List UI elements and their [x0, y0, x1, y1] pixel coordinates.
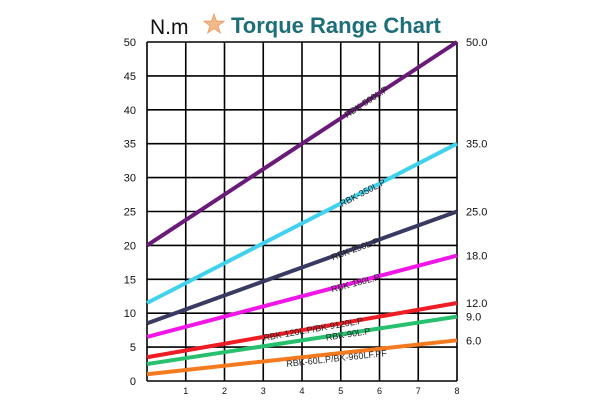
x-tick-label: 5: [338, 386, 343, 396]
series-line: [146, 253, 458, 339]
y-tick-label: 15: [124, 274, 136, 286]
x-tick-label: 7: [416, 386, 421, 396]
series-name-label: RBK-60L.P/BK-960LF.PF: [286, 348, 388, 369]
x-tick-label: 2: [222, 386, 227, 396]
x-tick-label: 1: [183, 386, 188, 396]
chart-title: Torque Range Chart: [231, 13, 442, 38]
y-tick-label: 25: [124, 207, 136, 219]
chart-series: [145, 40, 459, 377]
series-name-label: RBK-250L.P: [330, 236, 380, 262]
series-line: [146, 141, 458, 305]
series-end-label: 25.0: [466, 207, 487, 219]
y-tick-label: 35: [124, 139, 136, 151]
series-name-label: RBK-500L.P: [343, 84, 390, 120]
series-line: [146, 209, 458, 326]
series-end-label: 35.0: [466, 139, 487, 151]
y-tick-label: 30: [124, 173, 136, 185]
unit-label: N.m: [150, 16, 189, 39]
series-end-label: 50.0: [466, 37, 487, 49]
x-tick-label: 3: [261, 386, 266, 396]
y-tick-label: 45: [124, 71, 136, 83]
series-line: [145, 40, 459, 248]
series-line: [146, 338, 458, 377]
y-tick-label: 0: [130, 376, 136, 388]
series-end-label: 6.0: [466, 335, 481, 347]
x-tick-label: 6: [377, 386, 382, 396]
y-tick-label: 5: [130, 342, 136, 354]
series-name-label: RBK-180L.P: [330, 272, 381, 294]
y-tick-label: 40: [124, 105, 136, 117]
y-tick-label: 10: [124, 308, 136, 320]
y-tick-label: 20: [124, 240, 136, 252]
star-icon: [202, 12, 226, 34]
series-line: [146, 314, 458, 367]
series-line: [146, 301, 458, 360]
x-tick-label: 8: [454, 386, 459, 396]
y-tick-label: 50: [124, 37, 136, 49]
series-end-label: 9.0: [466, 312, 481, 324]
x-tick-label: 4: [299, 386, 304, 396]
series-end-label: 18.0: [466, 251, 487, 263]
series-end-label: 12.0: [466, 298, 487, 310]
